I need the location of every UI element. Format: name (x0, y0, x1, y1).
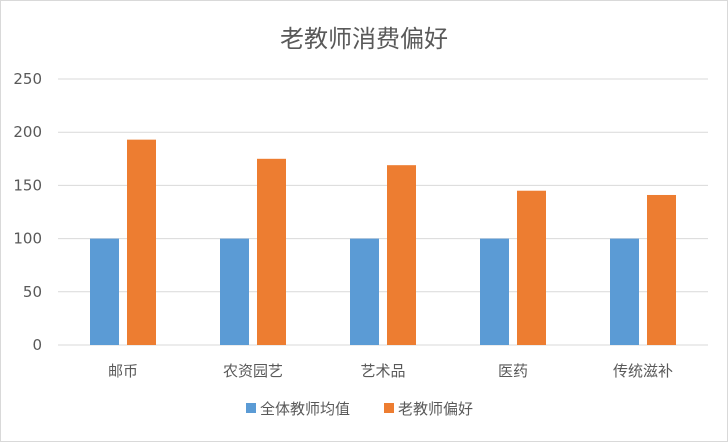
y-tick-label: 200 (13, 123, 42, 141)
x-tick-label: 农资园艺 (223, 362, 283, 380)
x-tick-label: 医药 (498, 362, 528, 380)
bar-senior-3 (517, 190, 546, 345)
bar-average-0 (90, 238, 119, 345)
bars (90, 139, 676, 345)
bar-senior-2 (387, 165, 416, 345)
x-tick-label: 艺术品 (360, 362, 405, 380)
y-tick-label: 50 (23, 283, 42, 301)
y-tick-label: 150 (13, 176, 42, 194)
legend: 全体教师均值 老教师偏好 (246, 400, 473, 418)
bar-average-1 (220, 238, 249, 345)
bar-average-4 (610, 238, 639, 345)
bar-senior-1 (257, 158, 286, 345)
legend-swatch-1 (384, 403, 394, 413)
legend-label-1: 老教师偏好 (398, 400, 473, 418)
y-tick-label: 0 (32, 336, 42, 354)
legend-swatch-0 (246, 403, 256, 413)
y-axis-ticks: 0 50 100 150 200 250 (13, 70, 42, 354)
legend-label-0: 全体教师均值 (260, 400, 350, 418)
gridlines (58, 78, 708, 346)
x-tick-label: 邮币 (108, 362, 138, 380)
chart-title: 老教师消费偏好 (280, 25, 448, 53)
x-tick-label: 传统滋补 (613, 362, 673, 380)
y-tick-label: 100 (13, 230, 42, 248)
bar-average-2 (350, 238, 379, 345)
x-axis-ticks: 邮币 农资园艺 艺术品 医药 传统滋补 (108, 362, 673, 380)
bar-senior-4 (647, 194, 676, 345)
y-tick-label: 250 (13, 70, 42, 88)
bar-senior-0 (127, 139, 156, 345)
bar-average-3 (480, 238, 509, 345)
